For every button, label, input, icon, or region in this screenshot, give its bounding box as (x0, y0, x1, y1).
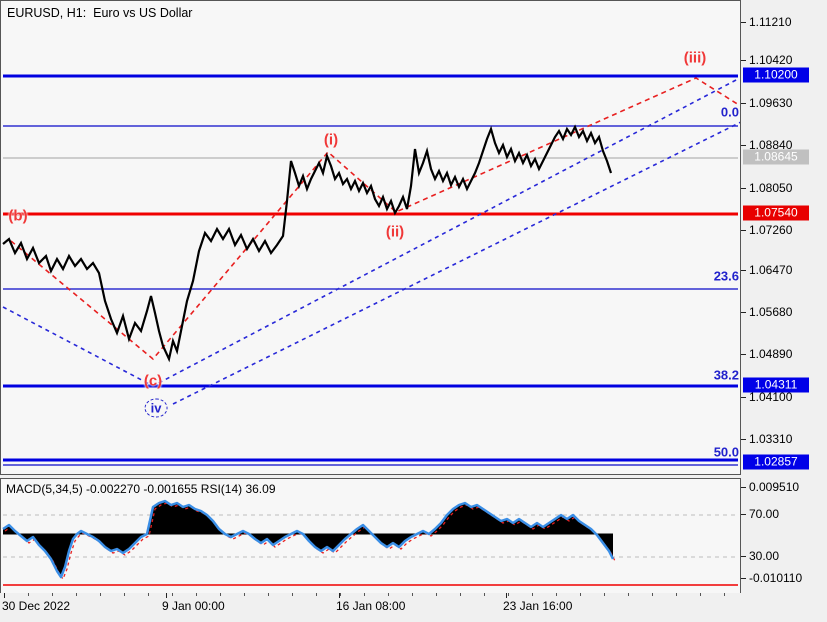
fib-label-0-0: 0.0 (720, 104, 739, 120)
axis-tick (741, 487, 746, 488)
indicator-canvas[interactable] (1, 479, 740, 593)
axis-tick (741, 188, 746, 189)
axis-tick-label: 70.00 (749, 507, 780, 521)
time-minor-tick (316, 593, 317, 596)
axis-tick (741, 230, 746, 231)
axis-tick-label: 1.03310 (749, 432, 793, 446)
axis-tick (741, 397, 746, 398)
fib-label-38-2: 38.2 (713, 367, 739, 383)
wave-label-ii: (ii) (385, 223, 405, 241)
channel-lower-blue (172, 121, 740, 405)
axis-tick (741, 270, 746, 271)
time-minor-tick (172, 593, 173, 596)
wave-label-iii: (iii) (683, 49, 707, 67)
axis-tick-label: 1.06470 (749, 263, 793, 277)
axis-tick (741, 22, 746, 23)
time-minor-tick (52, 593, 53, 596)
indicator-label: MACD(5,34,5) -0.002270 -0.001655 RSI(14)… (6, 482, 276, 496)
axis-tick-label: 1.08050 (749, 181, 793, 195)
axis-tick (741, 514, 746, 515)
time-minor-tick (460, 593, 461, 596)
time-label: 16 Jan 08:00 (336, 599, 406, 613)
time-minor-tick (340, 593, 341, 596)
axis-tick (741, 556, 746, 557)
axis-tick-label: -0.010110 (749, 571, 803, 585)
price-box-1-02857: 1.02857 (743, 454, 809, 470)
price-box-1-08645: 1.08645 (743, 149, 809, 165)
time-minor-tick (508, 593, 509, 596)
axis-tick-label: 1.05680 (749, 305, 793, 319)
time-minor-tick (76, 593, 77, 596)
wave-projection-red (10, 77, 740, 361)
time-minor-tick (412, 593, 413, 596)
axis-tick (741, 578, 746, 579)
time-minor-tick (652, 593, 653, 596)
axis-tick-label: 1.11210 (749, 15, 792, 29)
time-minor-tick (220, 593, 221, 596)
chart-title: EURUSD, H1: Euro vs US Dollar (7, 6, 193, 20)
time-minor-tick (196, 593, 197, 596)
time-minor-tick (676, 593, 677, 596)
wave-label-b: (b) (8, 207, 28, 225)
time-minor-tick (604, 593, 605, 596)
time-minor-tick (124, 593, 125, 596)
fib-label-23-6: 23.6 (713, 268, 739, 284)
price-series (2, 124, 613, 363)
axis-tick (741, 439, 746, 440)
time-minor-tick (580, 593, 581, 596)
price-box-1-10200: 1.10200 (743, 67, 809, 83)
channel-upper-blue (2, 78, 739, 387)
rsi-line-blue (2, 499, 615, 579)
time-label: 30 Dec 2022 (2, 599, 71, 613)
price-chart-panel[interactable]: EURUSD, H1: Euro vs US Dollar (b) (i) (ii)… (0, 0, 741, 475)
price-box-1-04311: 1.04311 (743, 377, 809, 393)
time-minor-tick (436, 593, 437, 596)
time-minor-tick (28, 593, 29, 596)
time-minor-tick (484, 593, 485, 596)
price-axis: 1.11210 1.10420 1.09630 1.08840 1.08050 1.072… (741, 0, 827, 622)
wave-label-c: (c) (143, 372, 163, 390)
axis-tick (741, 312, 746, 313)
axis-tick (741, 60, 746, 61)
axis-tick (741, 354, 746, 355)
time-minor-tick (100, 593, 101, 596)
indicator-panel[interactable]: MACD(5,34,5) -0.002270 -0.001655 RSI(14)… (0, 478, 741, 594)
axis-tick (741, 103, 746, 104)
time-minor-tick (556, 593, 557, 596)
time-label: 9 Jan 00:00 (162, 599, 225, 613)
time-axis: 30 Dec 2022 9 Jan 00:00 16 Jan 08:00 23 Jan… (0, 593, 741, 622)
time-minor-tick (244, 593, 245, 596)
time-minor-tick (700, 593, 701, 596)
time-major-tick (339, 593, 340, 598)
time-minor-tick (364, 593, 365, 596)
time-minor-tick (628, 593, 629, 596)
time-major-tick (506, 593, 507, 598)
wave-label-i: (i) (323, 131, 339, 149)
fib-label-50-0: 50.0 (713, 444, 739, 460)
axis-tick-label: 1.09630 (749, 96, 793, 110)
axis-tick-label: 1.04890 (749, 347, 793, 361)
axis-tick-label: 1.07260 (749, 223, 793, 237)
time-major-tick (166, 593, 167, 598)
time-minor-tick (292, 593, 293, 596)
axis-tick-label: 1.08840 (749, 138, 793, 152)
price-box-1-07540: 1.07540 (743, 205, 809, 221)
price-chart-canvas[interactable] (1, 1, 740, 474)
time-label: 23 Jan 16:00 (503, 599, 573, 613)
time-minor-tick (268, 593, 269, 596)
axis-tick-label: 30.00 (749, 549, 780, 563)
wave-label-iv: iv (144, 398, 168, 418)
time-minor-tick (724, 593, 725, 596)
time-major-tick (4, 593, 5, 598)
time-minor-tick (388, 593, 389, 596)
axis-tick (741, 145, 746, 146)
time-minor-tick (148, 593, 149, 596)
axis-tick-label: 1.04100 (749, 390, 793, 404)
time-minor-tick (532, 593, 533, 596)
axis-tick-label: 0.009510 (749, 480, 800, 494)
axis-tick-label: 1.10420 (749, 53, 793, 67)
